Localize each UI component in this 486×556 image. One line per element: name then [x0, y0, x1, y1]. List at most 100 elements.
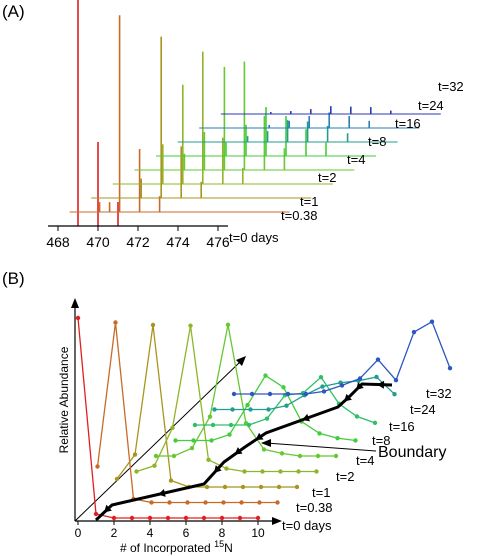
boundary-arrowhead-9 — [377, 380, 385, 389]
panel-b-point-4-8 — [297, 453, 303, 459]
panel-b-point-2-1 — [132, 452, 138, 457]
panel-b-point-1-4 — [167, 500, 172, 505]
panel-b-point-3-4 — [206, 457, 211, 463]
panel-b-point-4-10 — [333, 453, 339, 459]
panel-a: (A) 468 470 472 474 476 t=0 dayst=0.38t=1t=2… — [2, 0, 464, 250]
panel-b-point-3-7 — [260, 469, 265, 474]
panel-b-time-axis — [74, 361, 241, 522]
panel-b-point-8-11 — [429, 319, 435, 324]
panel-b-time-labels: t=0 days t=0.38t=1 t=2t=4 t=8t=16 t=24t=32 — [282, 386, 452, 533]
panel-b-point-2-0 — [114, 476, 120, 482]
panel-b-point-8-1 — [249, 391, 255, 397]
panel-b-point-8-3 — [285, 391, 291, 397]
panel-b-point-7-2 — [248, 407, 253, 412]
panel-b-point-3-1 — [152, 463, 157, 468]
panel-b-series-0 — [77, 317, 258, 519]
panel-b-point-2-8 — [258, 484, 264, 490]
boundary-arrowhead-8 — [356, 382, 364, 390]
panel-b-y-axis-arrow — [71, 298, 79, 308]
panel-b-time-label-0: t=0 days — [282, 518, 332, 533]
panel-a-label: (A) — [2, 2, 25, 21]
boundary-arrowheads — [104, 380, 385, 513]
panel-b-point-0-9 — [237, 515, 243, 521]
panel-b-point-3-10 — [314, 469, 319, 474]
panel-b-point-8-8 — [375, 357, 381, 362]
panel-b-tick-6: 6 — [183, 526, 190, 540]
panel-b-time-label-7: t=24 — [410, 402, 436, 417]
panel-b-point-2-5 — [204, 484, 210, 490]
panel-b-point-0-6 — [183, 515, 189, 521]
panel-b-point-8-10 — [411, 329, 417, 335]
panel-b-point-5-4 — [245, 402, 250, 408]
boundary-arrowhead-2 — [158, 489, 166, 497]
panel-b-point-8-9 — [393, 378, 399, 383]
boundary-arrowhead-6 — [302, 413, 310, 422]
panel-b-point-1-9 — [257, 500, 262, 505]
panel-b-point-3-0 — [134, 469, 139, 474]
panel-a-time-label-3: t=2 — [318, 170, 336, 185]
panel-b-point-6-9 — [354, 414, 360, 419]
panel-b-point-7-0 — [212, 407, 217, 412]
panel-b-point-7-1 — [230, 407, 235, 412]
panel-a-time-label-4: t=4 — [347, 152, 365, 167]
panel-b-time-label-5: t=8 — [372, 433, 390, 448]
panel-b-point-7-6 — [320, 384, 325, 389]
panel-a-time-label-0: t=0 days — [229, 230, 279, 245]
panel-b-point-8-5 — [321, 389, 327, 394]
panel-b-point-1-0 — [95, 464, 100, 469]
panel-a-tick-472: 472 — [126, 234, 150, 250]
panel-b-point-8-0 — [231, 391, 237, 397]
panel-b-point-1-3 — [149, 500, 154, 505]
panel-b-point-2-3 — [168, 478, 174, 483]
panel-b-series-2 — [116, 324, 297, 488]
panel-b-point-4-2 — [189, 445, 195, 451]
panel-b-point-1-8 — [239, 500, 244, 505]
panel-b-point-5-6 — [281, 385, 286, 390]
panel-a-time-label-5: t=8 — [368, 134, 386, 149]
panel-b-point-0-3 — [129, 515, 135, 521]
panel-a-time-label-2: t=1 — [300, 194, 318, 209]
panel-b-series-group — [75, 315, 453, 521]
panel-b-tick-10: 10 — [251, 526, 265, 540]
panel-b-point-0-4 — [147, 515, 153, 521]
panel-b-point-7-9 — [374, 374, 379, 380]
boundary-arrowhead-5 — [255, 432, 264, 440]
panel-b-point-7-10 — [392, 391, 397, 397]
panel-b-point-4-0 — [153, 453, 159, 459]
boundary-arrowhead-1 — [104, 504, 112, 513]
panel-b-time-label-2: t=1 — [312, 485, 330, 500]
panel-b-point-0-1 — [93, 511, 99, 517]
panel-b-x-axis-arrow — [272, 517, 282, 525]
panel-b-tick-2: 2 — [111, 526, 118, 540]
panel-a-tick-474: 474 — [166, 234, 190, 250]
panel-b-point-0-8 — [219, 515, 225, 521]
panel-b-point-8-12 — [447, 365, 453, 371]
panel-b-y-label: Relative Abundance — [57, 346, 71, 453]
panel-b-point-1-10 — [275, 500, 280, 505]
panel-a-time-label-6: t=16 — [395, 116, 421, 131]
panel-b-point-4-3 — [207, 414, 213, 419]
panel-a-time-label-7: t=24 — [418, 98, 444, 113]
panel-b-point-2-10 — [294, 484, 300, 490]
panel-b-point-6-1 — [210, 422, 216, 428]
panel-a-x-ticks: 468 470 472 474 476 — [46, 225, 230, 250]
panel-b-point-4-9 — [315, 453, 321, 459]
panel-b-point-8-6 — [339, 383, 345, 388]
panel-b-point-6-4 — [264, 416, 270, 421]
panel-b-point-8-4 — [303, 391, 309, 397]
panel-b-point-5-0 — [173, 438, 178, 443]
panel-b-point-2-2 — [150, 322, 156, 328]
panel-b-point-3-6 — [242, 469, 247, 474]
panel-a-time-label-8: t=32 — [438, 79, 464, 94]
panel-b-label: (B) — [2, 269, 25, 288]
panel-b-time-label-4: t=4 — [356, 453, 374, 468]
panel-b-point-2-9 — [276, 484, 282, 490]
panel-b-point-0-0 — [75, 315, 81, 321]
panel-b-x-ticks: 0 2 4 6 8 10 — [75, 521, 265, 540]
panel-b-point-2-6 — [222, 484, 228, 490]
panel-b-point-1-5 — [185, 500, 190, 505]
panel-b-series-6 — [195, 376, 376, 426]
panel-b-point-5-10 — [353, 438, 358, 443]
